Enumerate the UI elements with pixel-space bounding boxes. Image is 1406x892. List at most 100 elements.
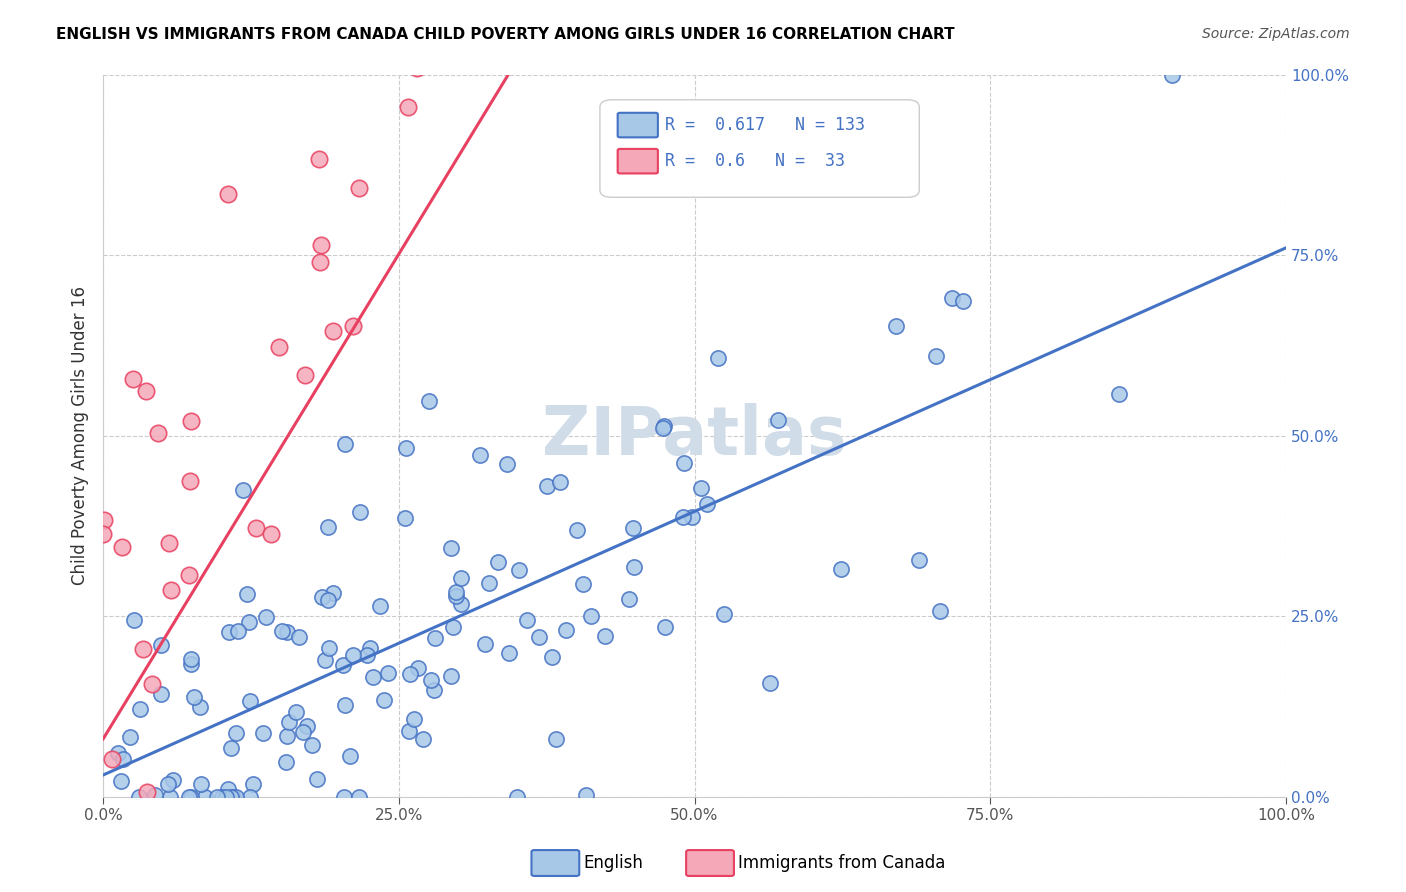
Point (180, 657, 202, 672)
Point (420, 673, 443, 687)
Point (228, 624, 250, 638)
Point (478, 576, 501, 591)
Point (498, 646, 520, 660)
Point (183, 690, 205, 704)
Point (179, 567, 201, 582)
Point (111, 540, 134, 554)
Point (162, 773, 184, 788)
Point (239, 694, 262, 708)
Point (309, 237, 332, 252)
Point (157, 536, 180, 550)
Point (423, 683, 446, 698)
Point (254, 609, 277, 624)
Point (215, 789, 238, 804)
Point (225, 789, 247, 804)
Point (347, 789, 370, 804)
Point (141, 677, 163, 691)
Point (450, 597, 472, 611)
Point (402, 712, 425, 726)
Point (395, 441, 418, 455)
Point (619, 592, 641, 607)
Point (673, 456, 696, 470)
Point (886, 319, 908, 334)
Point (242, 777, 264, 791)
Text: R =  0.6   N =  33: R = 0.6 N = 33 (665, 153, 845, 170)
Point (623, 521, 645, 535)
Point (332, 789, 354, 804)
Point (441, 620, 464, 634)
Point (120, 731, 142, 745)
Point (318, 640, 340, 655)
Point (225, 726, 247, 740)
Point (654, 620, 676, 634)
Point (318, 592, 340, 607)
Point (623, 560, 645, 574)
Text: Source: ZipAtlas.com: Source: ZipAtlas.com (1202, 27, 1350, 41)
Point (707, 351, 730, 365)
Text: ENGLISH VS IMMIGRANTS FROM CANADA CHILD POVERTY AMONG GIRLS UNDER 16 CORRELATION: ENGLISH VS IMMIGRANTS FROM CANADA CHILD … (56, 27, 955, 42)
Point (363, 670, 385, 684)
Point (307, 772, 329, 787)
Point (148, 425, 170, 440)
Point (368, 599, 391, 613)
Point (311, 591, 333, 605)
Point (190, 777, 212, 791)
Point (689, 31, 711, 45)
Point (274, 755, 297, 769)
Text: ZIPatlas: ZIPatlas (543, 402, 846, 468)
Point (194, 789, 217, 804)
Point (180, 789, 202, 804)
Point (271, 624, 294, 638)
Point (333, 437, 356, 451)
Point (180, 651, 202, 665)
Point (159, 583, 181, 598)
Point (135, 384, 157, 398)
Point (593, 629, 616, 643)
Point (444, 584, 467, 599)
Point (236, 587, 259, 601)
Point (276, 624, 298, 639)
Point (132, 642, 155, 657)
Point (929, 604, 952, 618)
Point (294, 368, 316, 382)
Point (776, 31, 799, 45)
Point (239, 789, 262, 804)
Point (696, 497, 718, 511)
Point (150, 638, 173, 652)
Point (450, 571, 472, 585)
Point (238, 615, 260, 629)
Point (652, 419, 675, 434)
Point (190, 699, 212, 714)
Point (277, 715, 299, 730)
Point (232, 483, 254, 497)
Point (179, 789, 201, 804)
Point (179, 474, 201, 488)
Point (156, 777, 179, 791)
Point (713, 607, 735, 621)
Point (252, 726, 274, 740)
Point (412, 732, 434, 747)
Point (689, 481, 711, 495)
Point (295, 718, 318, 732)
Point (908, 553, 931, 567)
Point (342, 319, 364, 334)
Point (536, 479, 558, 493)
Point (339, 749, 361, 764)
Point (260, 527, 283, 541)
Point (356, 648, 378, 662)
Point (309, 254, 332, 268)
Point (335, 698, 357, 712)
Point (287, 630, 309, 644)
Point (671, 510, 693, 524)
Point (332, 658, 354, 673)
Point (285, 706, 308, 720)
Point (217, 781, 239, 796)
Point (211, 789, 233, 804)
Point (486, 555, 509, 569)
Point (681, 510, 703, 524)
Point (222, 789, 245, 804)
Point (349, 180, 371, 194)
Point (399, 667, 422, 681)
Point (122, 613, 145, 627)
Point (218, 624, 240, 639)
